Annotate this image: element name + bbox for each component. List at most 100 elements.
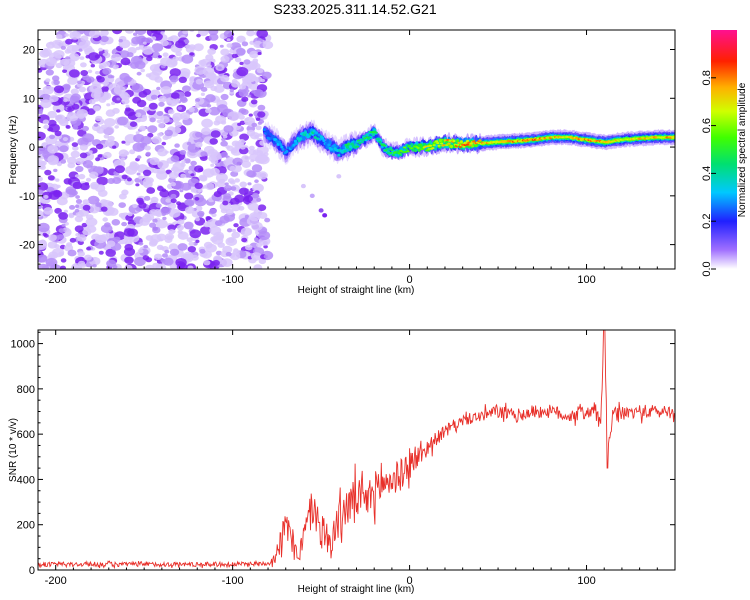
noise-blob bbox=[139, 217, 150, 226]
noise-blob bbox=[232, 157, 243, 166]
noise-blob bbox=[97, 154, 103, 158]
ridge-blob bbox=[317, 133, 321, 137]
colorbar-tick-label: 0.2 bbox=[701, 214, 713, 229]
noise-blob bbox=[119, 50, 130, 59]
noise-blob bbox=[61, 223, 66, 227]
noise-blob bbox=[124, 134, 137, 144]
ridge-blob bbox=[388, 148, 392, 151]
noise-blob bbox=[194, 196, 200, 201]
noise-blob bbox=[223, 30, 233, 38]
ridge-blob bbox=[279, 143, 283, 146]
noise-blob bbox=[257, 51, 262, 56]
noise-blob bbox=[220, 74, 230, 83]
noise-blob bbox=[216, 98, 221, 102]
noise-blob bbox=[257, 111, 266, 118]
noise-blob bbox=[195, 217, 200, 222]
ridge-blob bbox=[269, 133, 273, 137]
noise-blob bbox=[146, 187, 156, 194]
noise-blob bbox=[145, 257, 153, 263]
noise-blob bbox=[49, 86, 55, 92]
noise-blob bbox=[155, 203, 162, 208]
noise-blob bbox=[80, 62, 87, 68]
noise-blob bbox=[258, 133, 263, 137]
noise-blob bbox=[226, 145, 234, 152]
noise-blob bbox=[85, 217, 98, 227]
noise-blob bbox=[74, 225, 84, 233]
noise-blob bbox=[63, 98, 68, 103]
ridge-blob bbox=[293, 139, 298, 143]
noise-blob bbox=[53, 168, 58, 173]
noise-blob bbox=[157, 122, 165, 129]
noise-blob bbox=[219, 215, 230, 224]
noise-blob bbox=[69, 237, 77, 243]
noise-blob bbox=[144, 145, 151, 151]
snr-ylabel: SNR (10 * v/v) bbox=[8, 418, 19, 482]
noise-blob bbox=[256, 145, 269, 155]
noise-blob bbox=[69, 205, 76, 210]
noise-blob bbox=[237, 122, 242, 126]
noise-blob bbox=[94, 184, 106, 193]
noise-blob bbox=[79, 144, 88, 151]
noise-blob bbox=[164, 150, 169, 154]
noise-blob bbox=[216, 104, 228, 113]
noise-blob bbox=[60, 58, 70, 66]
noise-blob bbox=[135, 183, 140, 187]
noise-blob bbox=[95, 71, 100, 75]
noise-blob bbox=[88, 150, 93, 154]
snr-data bbox=[38, 330, 675, 570]
noise-blob bbox=[59, 145, 69, 153]
ridge-blob bbox=[407, 145, 411, 148]
noise-blob bbox=[58, 212, 69, 220]
ridge-blob bbox=[363, 137, 367, 140]
ridge-blob bbox=[426, 145, 430, 148]
noise-blob bbox=[125, 214, 134, 221]
ridge-blob bbox=[295, 142, 299, 145]
noise-blob bbox=[208, 33, 219, 41]
noise-blob bbox=[84, 254, 92, 261]
noise-blob bbox=[180, 182, 192, 191]
noise-blob bbox=[156, 244, 164, 250]
noise-blob bbox=[201, 127, 211, 135]
ridge-blob bbox=[463, 144, 467, 146]
spectrogram-ytick-label: 20 bbox=[23, 45, 35, 57]
noise-blob bbox=[185, 44, 191, 49]
noise-blob bbox=[257, 121, 262, 125]
noise-blob bbox=[60, 258, 67, 263]
noise-blob bbox=[203, 260, 211, 266]
ridge-blob bbox=[324, 142, 328, 146]
noise-blob bbox=[194, 182, 203, 189]
noise-blob bbox=[205, 108, 212, 114]
ridge-blob bbox=[358, 142, 362, 145]
noise-blob bbox=[246, 216, 259, 226]
noise-blob bbox=[195, 78, 203, 85]
snr-xlabel: Height of straight line (km) bbox=[298, 584, 415, 595]
noise-blob bbox=[103, 151, 112, 159]
noise-blob bbox=[85, 177, 92, 182]
noise-blob bbox=[263, 152, 269, 157]
noise-blob bbox=[205, 182, 215, 191]
noise-blob bbox=[129, 161, 138, 168]
noise-blob bbox=[135, 131, 140, 135]
noise-blob bbox=[48, 234, 57, 242]
noise-blob bbox=[248, 145, 255, 151]
ridge-blob bbox=[347, 142, 351, 146]
noise-blob bbox=[168, 243, 179, 251]
noise-blob bbox=[104, 49, 109, 53]
noise-blob bbox=[231, 229, 236, 233]
noise-blob bbox=[135, 112, 142, 118]
spectrogram-xtick-label: 0 bbox=[407, 274, 413, 286]
stray-blob bbox=[309, 193, 315, 199]
noise-blob bbox=[210, 163, 215, 167]
noise-blob bbox=[56, 109, 61, 113]
noise-blob bbox=[99, 97, 106, 103]
noise-blob bbox=[264, 217, 271, 223]
noise-blob bbox=[79, 56, 85, 60]
noise-blob bbox=[43, 233, 49, 238]
noise-blob bbox=[256, 68, 264, 74]
noise-blob bbox=[121, 97, 130, 105]
noise-blob bbox=[227, 237, 235, 243]
noise-blob bbox=[67, 30, 72, 33]
noise-blob bbox=[177, 229, 183, 235]
ridge-blob bbox=[446, 138, 450, 141]
